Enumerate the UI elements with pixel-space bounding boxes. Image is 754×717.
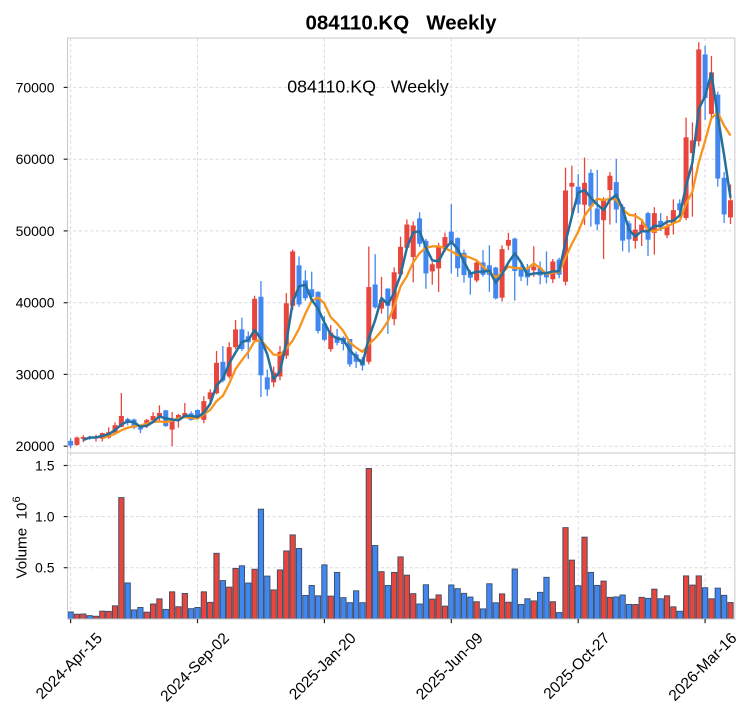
svg-text:70000: 70000 — [16, 79, 55, 95]
svg-text:60000: 60000 — [16, 151, 55, 167]
svg-text:1.5: 1.5 — [35, 458, 55, 474]
svg-text:0.5: 0.5 — [35, 560, 55, 576]
svg-text:30000: 30000 — [16, 366, 55, 382]
svg-text:20000: 20000 — [16, 438, 55, 454]
svg-text:Volume 106: Volume 106 — [11, 496, 31, 578]
svg-text:1.0: 1.0 — [35, 509, 55, 525]
svg-text:50000: 50000 — [16, 223, 55, 239]
svg-text:084110.KQ Weekly: 084110.KQ Weekly — [287, 76, 449, 96]
svg-text:40000: 40000 — [16, 295, 55, 311]
svg-text:084110.KQ Weekly: 084110.KQ Weekly — [305, 12, 497, 35]
